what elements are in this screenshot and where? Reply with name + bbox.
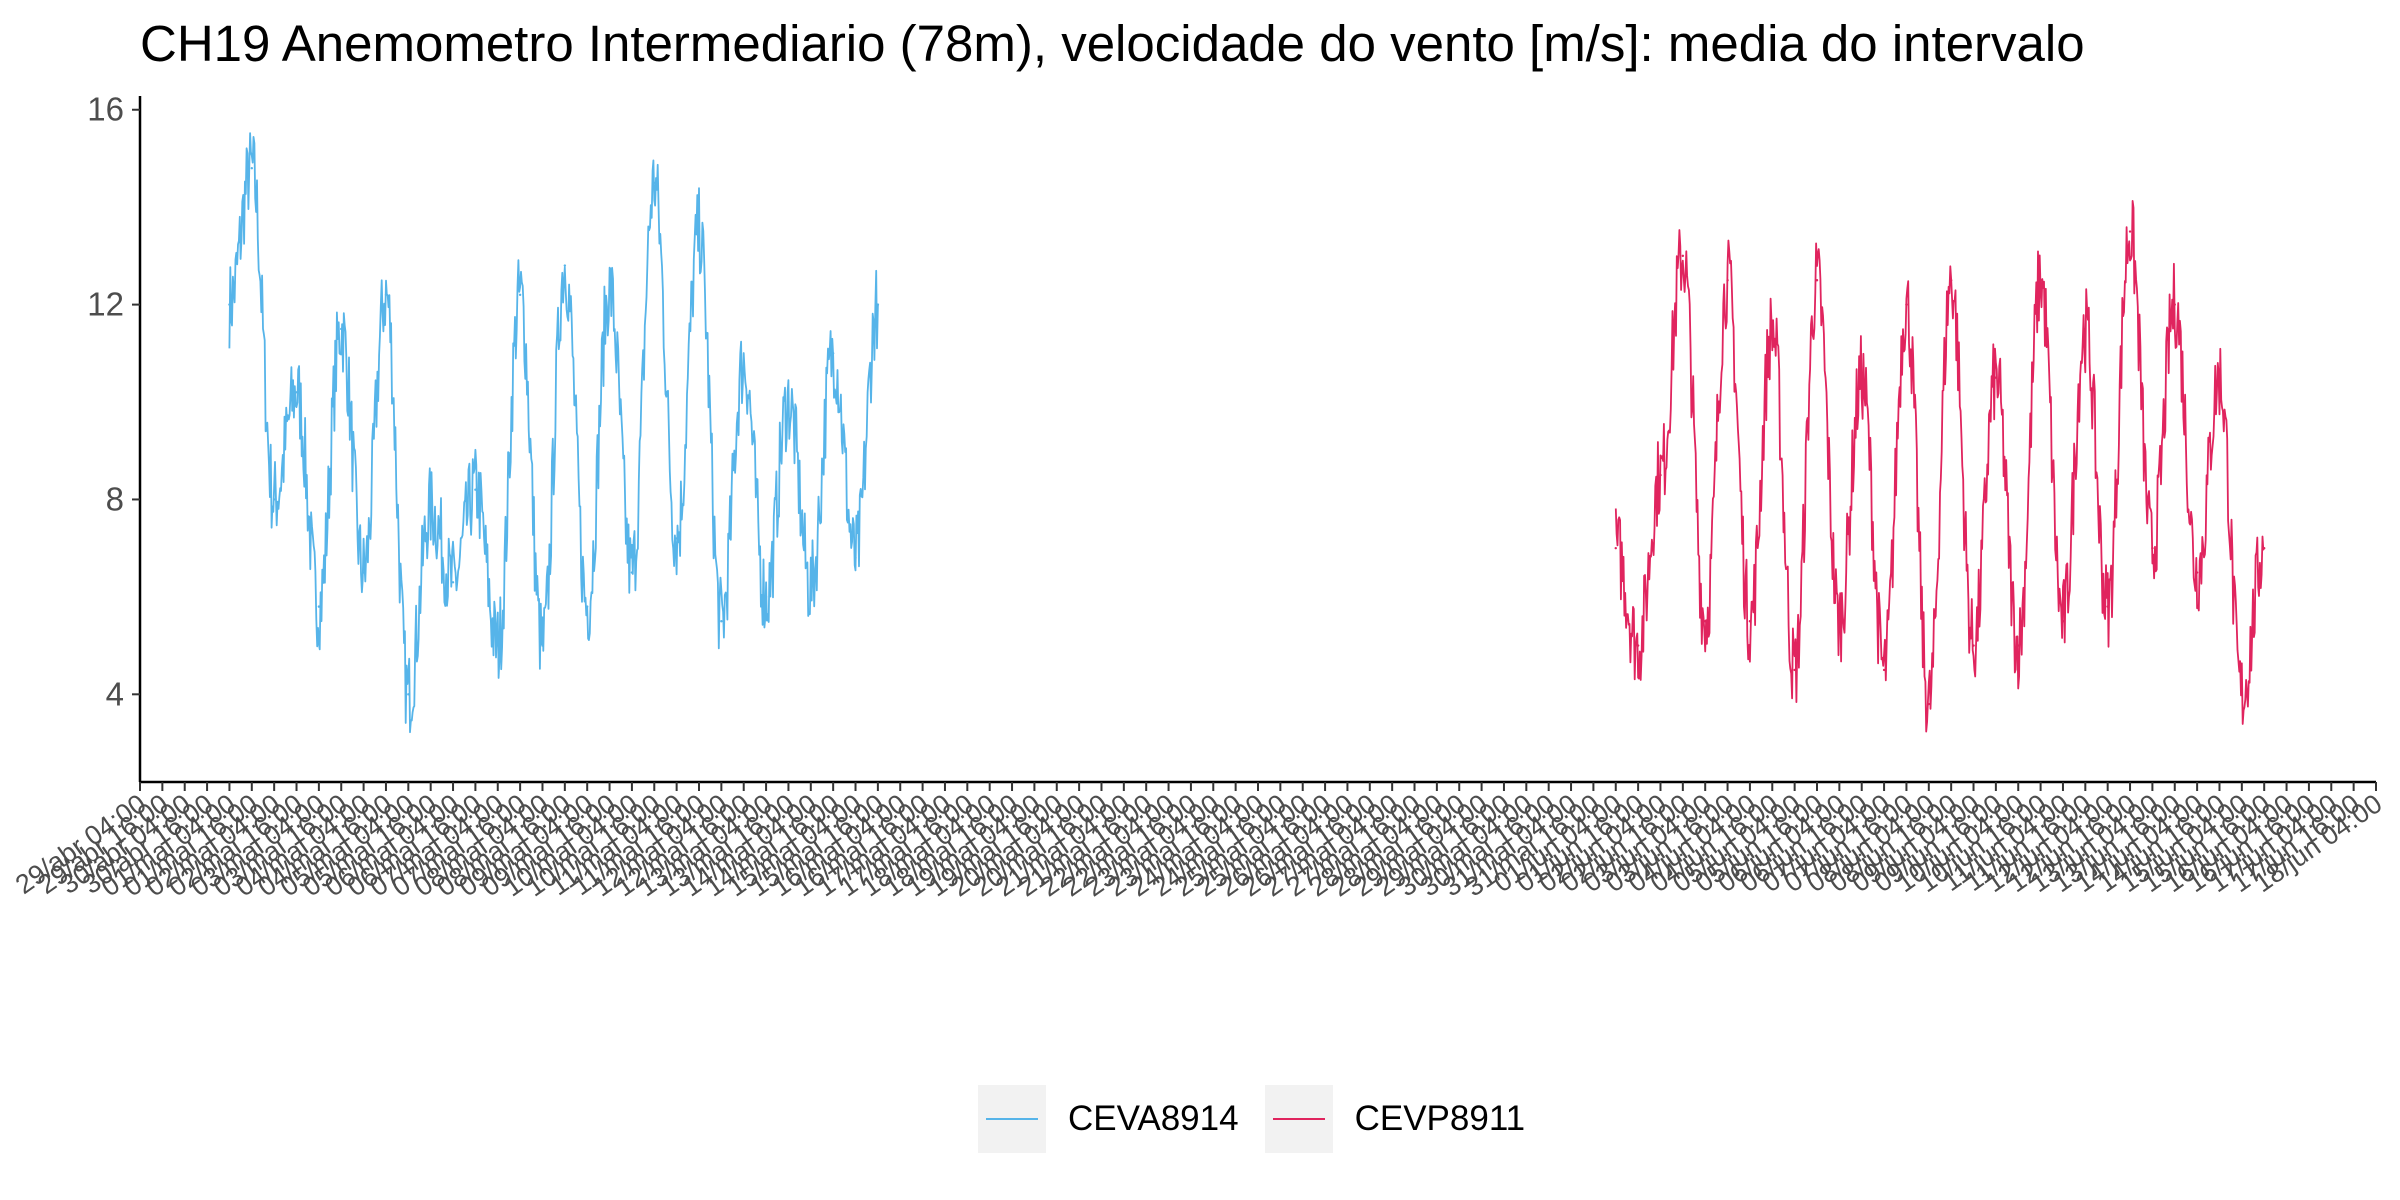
data-point — [2106, 605, 2109, 608]
data-point — [541, 644, 544, 647]
chart-title: CH19 Anemometro Intermediario (78m), vel… — [140, 15, 2085, 72]
data-point — [563, 264, 567, 267]
data-point — [2218, 376, 2221, 379]
data-point — [2039, 279, 2042, 282]
data-point — [317, 605, 321, 608]
series-line-cevp8911 — [1614, 200, 2265, 733]
data-point — [1972, 644, 1975, 647]
y-tick-label: 16 — [87, 91, 124, 128]
data-point — [295, 391, 298, 394]
data-point — [720, 620, 723, 623]
data-point — [2084, 327, 2087, 331]
data-point — [1815, 279, 1819, 282]
data-point — [787, 400, 790, 404]
data-point — [2128, 230, 2132, 233]
data-point — [831, 352, 835, 355]
data-point — [1704, 620, 1707, 623]
data-point — [742, 361, 745, 365]
data-point — [2151, 546, 2154, 550]
data-point — [608, 288, 611, 292]
data-point — [1927, 702, 1931, 706]
data-point — [1860, 376, 1863, 379]
y-tick-label: 12 — [87, 286, 124, 323]
data-point — [1994, 376, 1998, 379]
data-point — [1681, 254, 1685, 258]
data-point — [407, 693, 410, 696]
y-tick-label: 8 — [106, 480, 124, 517]
data-point — [675, 537, 678, 540]
data-point — [362, 571, 365, 574]
data-point — [1748, 620, 1752, 623]
data-point — [1636, 644, 1640, 647]
series-line-ceva8914 — [228, 132, 879, 734]
legend-key-ceva8914 — [978, 1085, 1046, 1153]
data-point — [474, 488, 477, 491]
data-point — [2061, 620, 2065, 623]
data-point — [1771, 327, 1774, 331]
data-point — [876, 303, 880, 306]
data-point — [228, 303, 231, 306]
data-point — [764, 595, 768, 599]
data-point — [518, 293, 522, 297]
series-layer — [228, 132, 2266, 734]
legend-label: CEVP8911 — [1354, 1099, 1526, 1138]
data-point — [2195, 571, 2199, 574]
data-point — [653, 181, 656, 185]
data-point — [586, 605, 589, 608]
legend-key-cevp8911 — [1264, 1085, 1333, 1153]
data-point — [630, 571, 634, 574]
data-point — [1793, 668, 1796, 672]
legend-swatch-line — [1272, 1118, 1325, 1120]
data-point — [340, 327, 343, 331]
data-point — [496, 644, 499, 647]
data-point — [809, 585, 812, 589]
data-point — [272, 498, 276, 501]
legend: CEVA8914 CEVP8911 — [978, 1084, 1551, 1154]
data-point — [2017, 644, 2020, 647]
data-point — [384, 293, 388, 297]
legend-label: CEVA8914 — [1068, 1099, 1239, 1138]
data-point — [854, 556, 857, 560]
data-point — [1726, 279, 1729, 282]
data-point — [1614, 546, 1617, 550]
data-point — [1882, 668, 1886, 672]
data-point — [2263, 546, 2266, 550]
data-point — [1838, 620, 1841, 623]
legend-swatch-line — [986, 1118, 1038, 1120]
legend-item-cevp8911: CEVP8911 — [1264, 1085, 1526, 1153]
data-point — [1659, 473, 1662, 477]
data-point — [451, 581, 455, 584]
y-tick-label: 4 — [106, 675, 124, 712]
data-point — [429, 508, 432, 511]
data-point — [1949, 279, 1953, 282]
data-point — [697, 230, 701, 233]
legend-item-ceva8914: CEVA8914 — [978, 1085, 1239, 1153]
data-point — [250, 167, 253, 170]
data-point — [1905, 303, 1908, 306]
y-axis: 4 8 12 16 — [87, 91, 142, 782]
data-point — [2240, 693, 2244, 696]
data-point — [2173, 303, 2176, 306]
